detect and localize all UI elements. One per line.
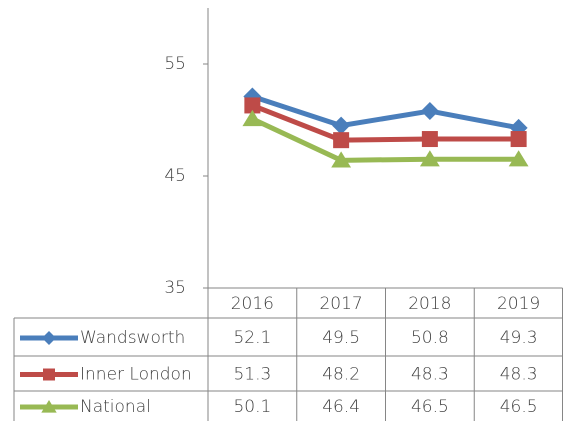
data-label: 46.5	[411, 397, 449, 417]
marker	[508, 150, 529, 167]
legend-label: Wandsworth	[80, 328, 185, 348]
marker	[421, 131, 438, 148]
series-line	[251, 103, 519, 143]
marker	[244, 97, 261, 114]
y-tick-label: 35	[164, 278, 186, 298]
data-label: 49.5	[322, 328, 360, 348]
legend-label: Inner London	[80, 365, 192, 385]
marker	[510, 131, 527, 148]
series-line	[251, 94, 520, 131]
y-tick-label: 55	[164, 54, 186, 74]
marker	[331, 151, 352, 168]
marker	[332, 116, 351, 135]
marker	[333, 132, 350, 149]
marker	[42, 331, 56, 345]
x-tick-label: 2019	[497, 294, 540, 314]
series-line	[251, 116, 519, 163]
x-tick-label: 2018	[408, 294, 451, 314]
marker	[419, 150, 440, 167]
marker	[41, 400, 57, 413]
y-tick-label: 45	[164, 166, 186, 186]
data-label: 50.8	[411, 328, 449, 348]
data-label: 50.1	[233, 397, 271, 417]
x-tick-label: 2017	[319, 294, 362, 314]
data-label: 46.4	[322, 397, 360, 417]
data-label: 51.3	[233, 365, 271, 385]
data-label: 49.3	[500, 328, 538, 348]
data-label: 46.5	[500, 397, 538, 417]
data-label: 48.3	[411, 365, 449, 385]
marker	[242, 109, 263, 127]
legend-label: National	[80, 397, 151, 417]
data-label: 48.2	[322, 365, 360, 385]
x-tick-label: 2016	[231, 294, 274, 314]
data-label: 52.1	[233, 328, 271, 348]
data-label: 48.3	[500, 365, 538, 385]
marker	[420, 102, 439, 121]
marker	[43, 368, 55, 381]
